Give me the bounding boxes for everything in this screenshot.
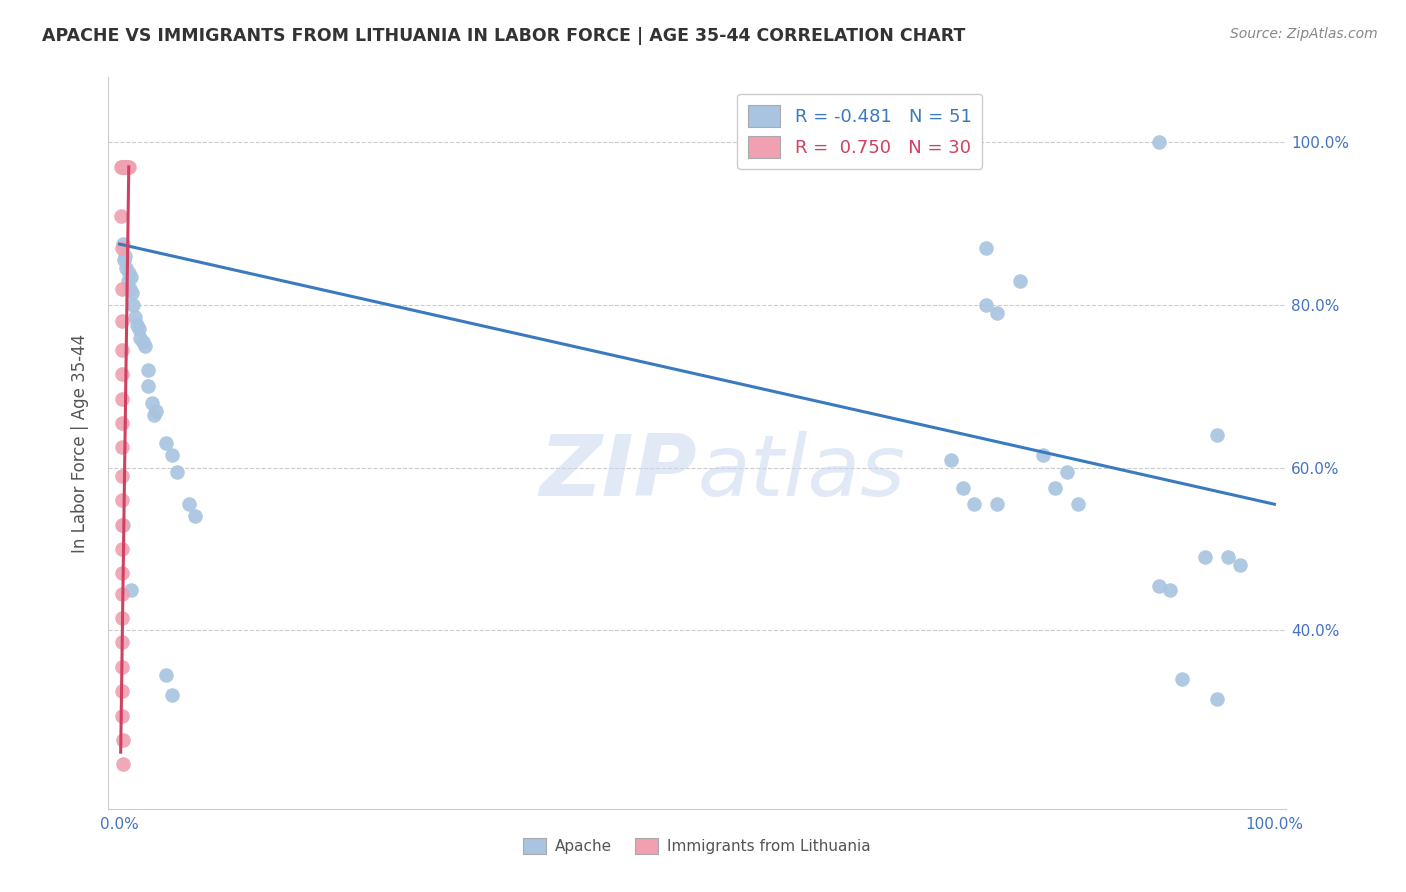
Point	[111, 468, 134, 483]
Point	[111, 517, 134, 532]
Text: Source: ZipAtlas.com: Source: ZipAtlas.com	[1230, 27, 1378, 41]
Point	[120, 582, 142, 597]
Point	[939, 452, 962, 467]
Point	[115, 160, 138, 174]
Point	[1205, 428, 1227, 442]
Point	[986, 497, 1008, 511]
Point	[111, 757, 134, 772]
Point	[110, 160, 132, 174]
Point	[134, 339, 156, 353]
Point	[111, 493, 134, 508]
Y-axis label: In Labor Force | Age 35-44: In Labor Force | Age 35-44	[72, 334, 89, 553]
Point	[974, 298, 997, 312]
Point	[120, 269, 142, 284]
Point	[1171, 672, 1194, 686]
Point	[963, 497, 986, 511]
Point	[124, 310, 146, 325]
Point	[166, 465, 188, 479]
Point	[138, 379, 160, 393]
Point	[952, 481, 974, 495]
Point	[125, 318, 148, 333]
Point	[1218, 550, 1240, 565]
Point	[117, 274, 139, 288]
Point	[111, 541, 134, 556]
Point	[111, 282, 134, 296]
Point	[118, 160, 141, 174]
Point	[160, 688, 183, 702]
Point	[141, 395, 163, 409]
Point	[160, 449, 183, 463]
Point	[177, 497, 200, 511]
Point	[1194, 550, 1216, 565]
Point	[111, 237, 134, 252]
Point	[111, 660, 134, 674]
Point	[111, 587, 134, 601]
Point	[111, 517, 134, 532]
Point	[131, 334, 153, 349]
Point	[1205, 692, 1227, 706]
Legend: R = -0.481   N = 51, R =  0.750   N = 30: R = -0.481 N = 51, R = 0.750 N = 30	[737, 94, 983, 169]
Point	[110, 209, 132, 223]
Point	[111, 392, 134, 406]
Text: atlas: atlas	[697, 431, 905, 514]
Point	[155, 668, 177, 682]
Point	[111, 611, 134, 625]
Point	[155, 436, 177, 450]
Point	[111, 440, 134, 454]
Point	[183, 509, 205, 524]
Point	[138, 363, 160, 377]
Point	[986, 306, 1008, 320]
Point	[143, 408, 166, 422]
Point	[1056, 465, 1078, 479]
Point	[1043, 481, 1066, 495]
Point	[974, 241, 997, 255]
Point	[1147, 578, 1170, 592]
Point	[115, 261, 138, 276]
Point	[122, 298, 145, 312]
Point	[114, 160, 136, 174]
Point	[111, 635, 134, 649]
Point	[1067, 497, 1090, 511]
Point	[128, 322, 150, 336]
Point	[111, 367, 134, 381]
Point	[145, 403, 167, 417]
Point	[1032, 449, 1054, 463]
Text: APACHE VS IMMIGRANTS FROM LITHUANIA IN LABOR FORCE | AGE 35-44 CORRELATION CHART: APACHE VS IMMIGRANTS FROM LITHUANIA IN L…	[42, 27, 966, 45]
Point	[111, 684, 134, 698]
Point	[111, 160, 134, 174]
Point	[111, 566, 134, 581]
Point	[121, 285, 143, 300]
Point	[118, 282, 141, 296]
Point	[117, 160, 139, 174]
Point	[1010, 274, 1032, 288]
Point	[118, 266, 141, 280]
Point	[111, 314, 134, 328]
Text: ZIP: ZIP	[540, 431, 697, 514]
Point	[111, 160, 134, 174]
Point	[129, 330, 152, 344]
Point	[111, 241, 134, 255]
Point	[111, 733, 134, 747]
Point	[112, 253, 135, 268]
Point	[114, 249, 136, 263]
Point	[111, 416, 134, 430]
Point	[1147, 136, 1170, 150]
Point	[111, 708, 134, 723]
Point	[1229, 558, 1251, 573]
Point	[111, 343, 134, 357]
Point	[112, 160, 135, 174]
Point	[1159, 582, 1181, 597]
